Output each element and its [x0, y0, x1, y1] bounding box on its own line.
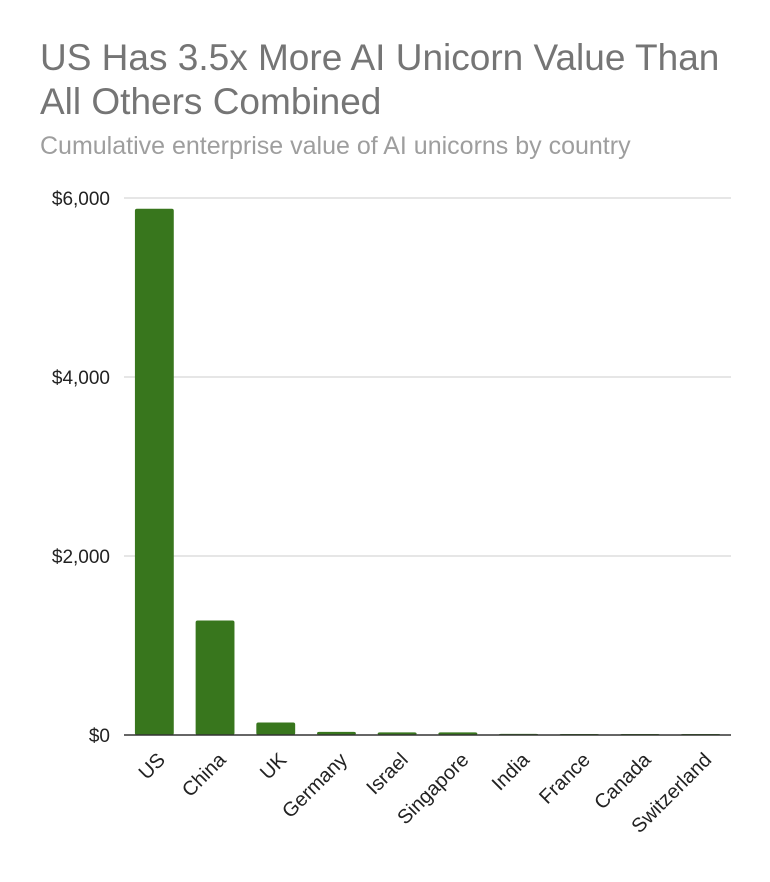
x-tick-label: Germany	[278, 749, 352, 823]
x-tick-label: China	[178, 748, 231, 801]
gridlines	[124, 197, 731, 557]
y-tick-label: $2,000	[52, 547, 110, 568]
x-tick-label: India	[488, 748, 535, 795]
y-axis-tick-labels: $0 $2,000 $4,000 $6,000	[52, 189, 110, 747]
bar	[256, 722, 296, 735]
bar	[134, 208, 174, 736]
x-tick-label: US	[135, 749, 170, 784]
y-tick-label: $4,000	[52, 368, 110, 389]
chart-title: US Has 3.5x More AI Unicorn Value Than A…	[40, 37, 720, 122]
bar	[195, 620, 235, 735]
y-tick-label: $0	[89, 726, 110, 747]
x-tick-label: UK	[256, 749, 292, 785]
bars	[134, 208, 721, 736]
x-tick-label: France	[535, 749, 595, 809]
bar	[317, 731, 356, 735]
x-tick-label: Israel	[363, 749, 413, 799]
y-tick-label: $6,000	[52, 189, 110, 210]
chart-subtitle: Cumulative enterprise value of AI unicor…	[40, 132, 631, 160]
